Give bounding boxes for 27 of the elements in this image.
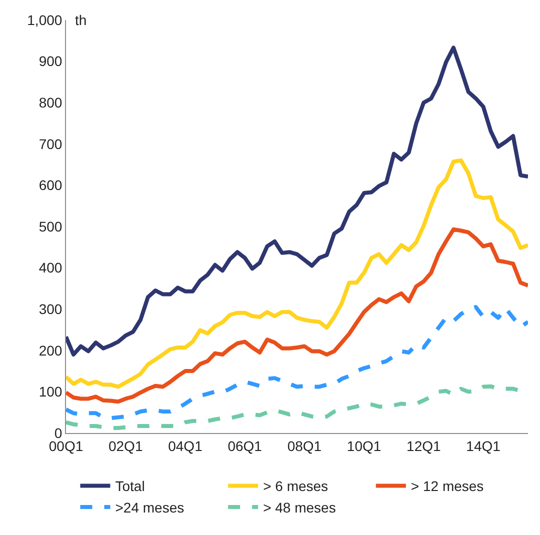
y-tick-label: 400 <box>38 260 62 276</box>
y-tick-label: 100 <box>38 384 62 400</box>
y-tick-label: 300 <box>38 301 62 317</box>
x-tick-label: 02Q1 <box>108 438 143 454</box>
x-tick-label: 12Q1 <box>406 438 442 454</box>
y-tick-label: 900 <box>38 53 62 70</box>
x-tick-label: 08Q1 <box>287 438 322 454</box>
y-tick-label: 200 <box>38 342 62 358</box>
y-axis-title: th <box>75 12 87 28</box>
y-tick-label: 700 <box>38 136 62 152</box>
line-series <box>66 305 528 420</box>
y-tick-label: 800 <box>38 94 62 110</box>
line-series <box>66 227 528 404</box>
y-tick-label: 1,000 <box>27 12 62 28</box>
legend-label: > 6 meses <box>263 478 328 494</box>
legend-label: >24 meses <box>115 499 184 516</box>
x-tick-label: 06Q1 <box>228 438 262 454</box>
legend-label: > 48 meses <box>263 499 336 516</box>
x-tick-label: 04Q1 <box>168 438 203 454</box>
x-tick-label: 10Q1 <box>346 438 382 454</box>
y-tick-label: 600 <box>38 177 62 194</box>
line-series <box>66 46 528 357</box>
legend-label: Total <box>115 478 145 494</box>
line-series <box>66 158 528 389</box>
x-tick-label: 14Q1 <box>466 438 501 454</box>
y-tick-label: 500 <box>38 218 62 234</box>
legend-label: > 12 meses <box>410 478 484 494</box>
